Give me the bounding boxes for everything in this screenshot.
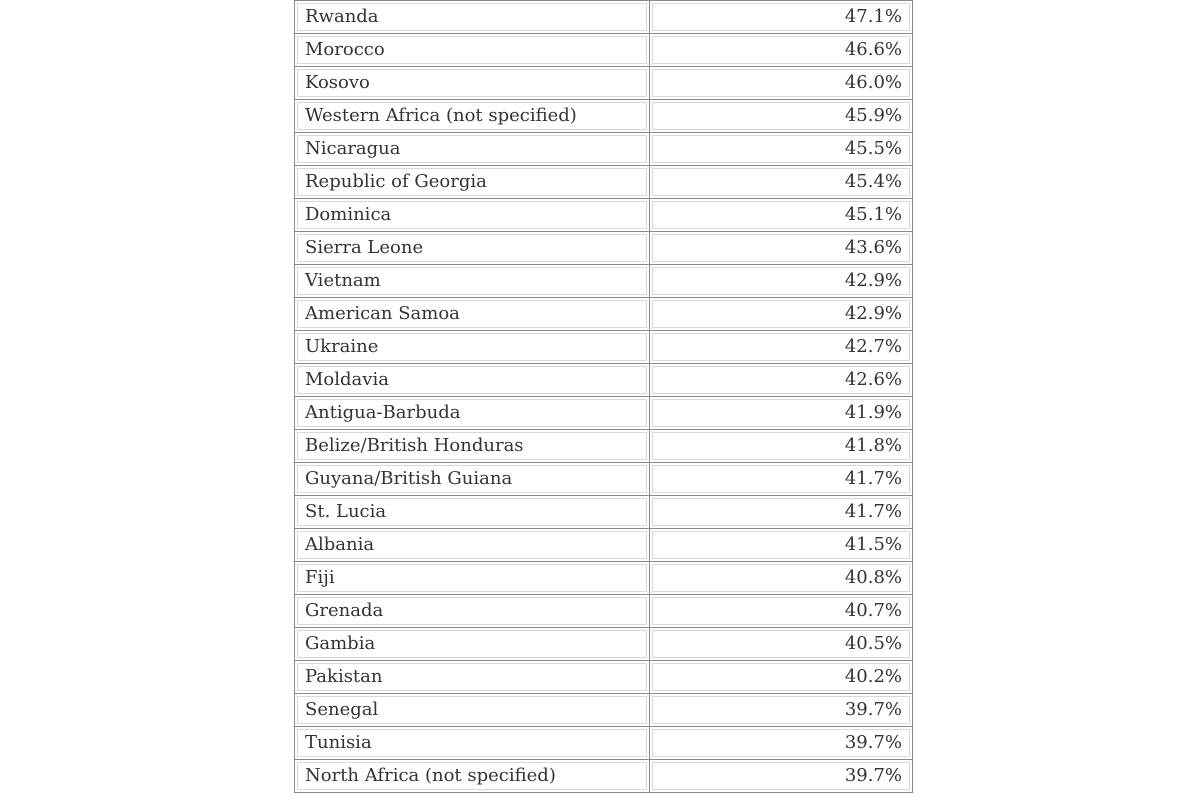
country-cell: Fiji — [294, 561, 650, 595]
table-row: Belize/British Honduras 41.8% — [294, 429, 913, 463]
percentage-cell: 40.2% — [649, 660, 913, 694]
country-cell: Moldavia — [294, 363, 650, 397]
country-cell: Dominica — [294, 198, 650, 232]
country-cell: Gambia — [294, 627, 650, 661]
table-row: Pakistan 40.2% — [294, 660, 913, 694]
table-row: Senegal 39.7% — [294, 693, 913, 727]
percentage-cell: 41.5% — [649, 528, 913, 562]
country-cell: American Samoa — [294, 297, 650, 331]
percentage-cell: 42.6% — [649, 363, 913, 397]
table-row: Kosovo 46.0% — [294, 66, 913, 100]
percentage-cell: 46.6% — [649, 33, 913, 67]
country-cell: Grenada — [294, 594, 650, 628]
percentage-cell: 40.8% — [649, 561, 913, 595]
country-cell: Pakistan — [294, 660, 650, 694]
table-row: Gambia 40.5% — [294, 627, 913, 661]
country-cell: Ukraine — [294, 330, 650, 364]
percentage-cell: 41.7% — [649, 462, 913, 496]
table-row: Fiji 40.8% — [294, 561, 913, 595]
percentage-cell: 41.8% — [649, 429, 913, 463]
country-cell: Kosovo — [294, 66, 650, 100]
country-cell: Vietnam — [294, 264, 650, 298]
country-cell: Tunisia — [294, 726, 650, 760]
table-row: Grenada 40.7% — [294, 594, 913, 628]
table-row: St. Lucia 41.7% — [294, 495, 913, 529]
table-row: Vietnam 42.9% — [294, 264, 913, 298]
percentage-cell: 46.0% — [649, 66, 913, 100]
country-cell: Rwanda — [294, 0, 650, 34]
percentage-cell: 42.7% — [649, 330, 913, 364]
table-row: Moldavia 42.6% — [294, 363, 913, 397]
country-percentage-table: Rwanda 47.1% Morocco 46.6% Kosovo 46.0% Wester… — [294, 0, 913, 793]
country-cell: Morocco — [294, 33, 650, 67]
table-row: Nicaragua 45.5% — [294, 132, 913, 166]
country-cell: Senegal — [294, 693, 650, 727]
percentage-cell: 42.9% — [649, 297, 913, 331]
table-row: Rwanda 47.1% — [294, 0, 913, 34]
country-cell: Antigua-Barbuda — [294, 396, 650, 430]
percentage-cell: 45.4% — [649, 165, 913, 199]
percentage-cell: 39.7% — [649, 726, 913, 760]
country-cell: Sierra Leone — [294, 231, 650, 265]
country-cell: Republic of Georgia — [294, 165, 650, 199]
country-cell: Guyana/British Guiana — [294, 462, 650, 496]
table-row: Sierra Leone 43.6% — [294, 231, 913, 265]
percentage-cell: 43.6% — [649, 231, 913, 265]
percentage-cell: 45.1% — [649, 198, 913, 232]
percentage-cell: 39.7% — [649, 693, 913, 727]
percentage-cell: 40.7% — [649, 594, 913, 628]
table-row: Morocco 46.6% — [294, 33, 913, 67]
table-row: Western Africa (not specified) 45.9% — [294, 99, 913, 133]
table-row: Albania 41.5% — [294, 528, 913, 562]
country-cell: Albania — [294, 528, 650, 562]
percentage-cell: 47.1% — [649, 0, 913, 34]
percentage-cell: 40.5% — [649, 627, 913, 661]
percentage-cell: 39.7% — [649, 759, 913, 793]
table-row: Ukraine 42.7% — [294, 330, 913, 364]
table-row: Guyana/British Guiana 41.7% — [294, 462, 913, 496]
country-cell: Belize/British Honduras — [294, 429, 650, 463]
percentage-cell: 45.5% — [649, 132, 913, 166]
table-row: American Samoa 42.9% — [294, 297, 913, 331]
percentage-cell: 41.9% — [649, 396, 913, 430]
percentage-cell: 45.9% — [649, 99, 913, 133]
country-cell: North Africa (not specified) — [294, 759, 650, 793]
country-cell: Western Africa (not specified) — [294, 99, 650, 133]
table-row: Antigua-Barbuda 41.9% — [294, 396, 913, 430]
country-cell: Nicaragua — [294, 132, 650, 166]
country-cell: St. Lucia — [294, 495, 650, 529]
table-row: North Africa (not specified) 39.7% — [294, 759, 913, 793]
percentage-cell: 42.9% — [649, 264, 913, 298]
table-row: Tunisia 39.7% — [294, 726, 913, 760]
table-row: Republic of Georgia 45.4% — [294, 165, 913, 199]
percentage-cell: 41.7% — [649, 495, 913, 529]
table-row: Dominica 45.1% — [294, 198, 913, 232]
